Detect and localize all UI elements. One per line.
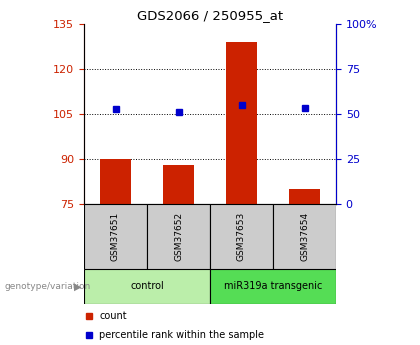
Text: count: count	[99, 311, 127, 321]
Bar	[273, 204, 336, 269]
Bar	[147, 204, 210, 269]
Text: percentile rank within the sample: percentile rank within the sample	[99, 330, 264, 339]
Bar	[289, 189, 320, 204]
Bar	[84, 269, 210, 304]
Text: miR319a transgenic: miR319a transgenic	[224, 282, 322, 291]
Text: genotype/variation: genotype/variation	[4, 282, 90, 291]
Text: control: control	[130, 282, 164, 291]
Bar	[100, 159, 131, 204]
Bar	[226, 42, 257, 204]
Text: GSM37651: GSM37651	[111, 212, 120, 261]
Text: ▶: ▶	[74, 282, 81, 291]
Text: GSM37653: GSM37653	[237, 212, 246, 261]
Title: GDS2066 / 250955_at: GDS2066 / 250955_at	[137, 9, 283, 22]
Bar	[84, 204, 147, 269]
Bar	[210, 269, 336, 304]
Bar	[163, 165, 194, 204]
Text: GSM37652: GSM37652	[174, 212, 183, 261]
Bar	[210, 204, 273, 269]
Text: GSM37654: GSM37654	[300, 212, 309, 261]
